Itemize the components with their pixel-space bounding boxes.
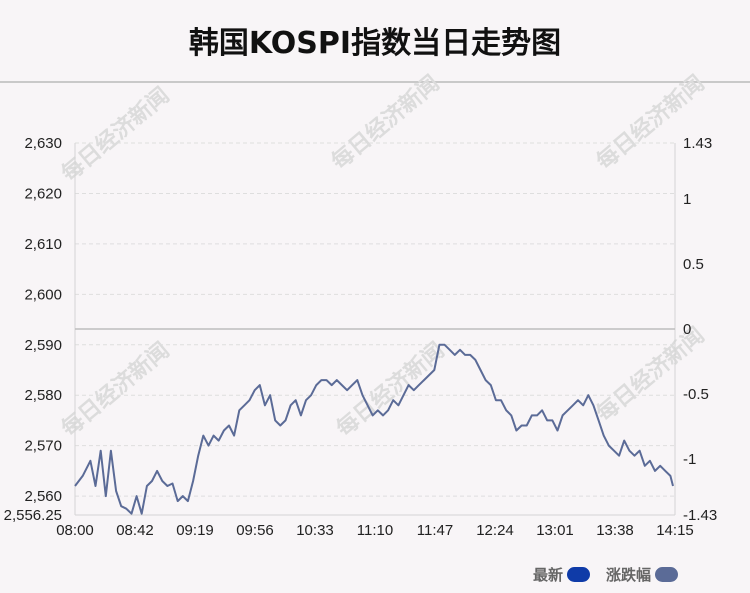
x-tick-label: 11:47 <box>417 522 453 539</box>
left-tick-label: 2,610 <box>24 236 62 253</box>
gridlines <box>75 142 675 497</box>
left-tick-label: 2,630 <box>24 135 62 152</box>
left-tick-label: 2,580 <box>24 387 62 404</box>
x-tick-label: 13:01 <box>536 522 574 539</box>
x-axis-ticks: 08:00 08:42 09:19 09:56 10:33 11:10 11:47 12:24… <box>56 522 694 539</box>
x-tick-label: 08:00 <box>56 522 94 539</box>
x-tick-label: 08:42 <box>116 522 154 539</box>
left-tick-label: 2,620 <box>24 185 62 202</box>
axes <box>74 143 676 516</box>
chart-title: 韩国KOSPI指数当日走势图 <box>188 26 562 61</box>
right-tick-label: 1 <box>683 191 691 208</box>
watermark-text-1: 每日经济新闻 <box>327 70 445 175</box>
right-tick-label: -1.43 <box>683 507 717 524</box>
right-axis-ticks: 1.43 1 0.5 0 -0.5 -1 -1.43 <box>683 135 717 524</box>
right-tick-label: -1 <box>683 451 696 468</box>
left-tick-label: 2,570 <box>24 438 62 455</box>
legend-swatch-change[interactable] <box>655 567 679 582</box>
series-line-latest <box>74 343 674 515</box>
right-tick-label: -0.5 <box>683 386 709 403</box>
left-min-label: 2,556.25 <box>4 507 62 524</box>
right-tick-label: 0 <box>683 321 691 338</box>
legend: 最新 涨跌幅 <box>533 564 679 585</box>
legend-swatch-latest[interactable] <box>567 567 591 582</box>
right-tick-label: 1.43 <box>683 135 712 152</box>
x-tick-label: 09:19 <box>176 522 214 539</box>
x-tick-label: 13:38 <box>596 522 634 539</box>
right-tick-label: 0.5 <box>683 256 704 273</box>
x-tick-label: 10:33 <box>296 522 334 539</box>
left-tick-label: 2,560 <box>24 488 62 505</box>
watermark-text-5: 每日经济新闻 <box>592 322 710 427</box>
x-tick-label: 12:24 <box>476 522 514 539</box>
watermark-text-0: 每日经济新闻 <box>57 82 175 187</box>
left-axis-ticks: 2,630 2,620 2,610 2,600 2,590 2,580 2,570 2,560… <box>4 135 62 524</box>
series-layer <box>74 343 674 515</box>
left-tick-label: 2,600 <box>24 286 62 303</box>
watermark-text-2: 每日经济新闻 <box>592 70 710 175</box>
watermark-text-3: 每日经济新闻 <box>57 337 175 442</box>
x-tick-label: 11:10 <box>357 522 393 539</box>
legend-label-latest: 最新 <box>533 566 564 584</box>
watermark-text-4: 每日经济新闻 <box>332 337 450 442</box>
legend-label-change: 涨跌幅 <box>606 566 652 584</box>
x-tick-label: 09:56 <box>236 522 274 539</box>
title-divider <box>0 81 750 83</box>
x-tick-label: 14:15 <box>656 522 694 539</box>
left-tick-label: 2,590 <box>24 337 62 354</box>
